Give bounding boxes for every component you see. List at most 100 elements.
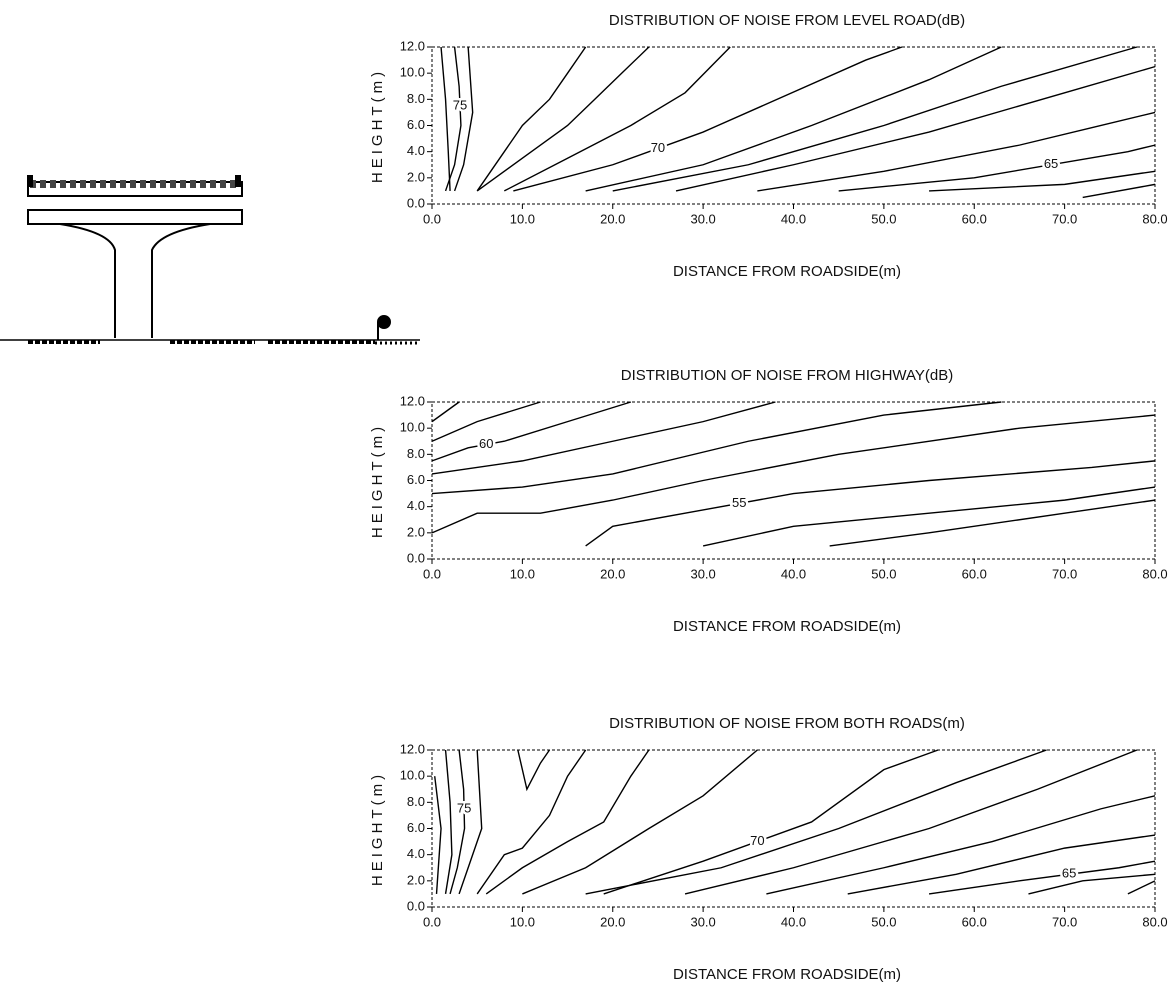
contour-line <box>766 795 1156 895</box>
contour-line <box>838 144 1156 192</box>
contour-line <box>612 46 1138 192</box>
contour-line <box>517 749 551 792</box>
contour-line <box>444 46 462 192</box>
contour-line <box>431 401 776 475</box>
y-tick-label: 10.0 <box>400 65 425 80</box>
x-tick-label: 40.0 <box>781 566 806 581</box>
contour-line <box>829 499 1156 547</box>
x-tick-label: 70.0 <box>1052 914 1077 929</box>
contour-line <box>603 749 939 895</box>
contour-line <box>585 46 1002 192</box>
y-tick-label: 8.0 <box>407 794 425 809</box>
contour-line <box>440 46 451 191</box>
y-tick-label: 12.0 <box>400 38 425 53</box>
x-tick-label: 60.0 <box>962 211 987 226</box>
y-tick-label: 2.0 <box>407 524 425 539</box>
y-tick-label: 6.0 <box>407 117 425 132</box>
x-tick-label: 60.0 <box>962 566 987 581</box>
y-tick-label: 10.0 <box>400 420 425 435</box>
contour-line <box>434 776 442 894</box>
contour-line <box>757 111 1156 192</box>
contour-line <box>1028 873 1156 895</box>
contour-line <box>928 860 1156 895</box>
contour-line <box>684 749 1138 895</box>
contour-line <box>1082 183 1156 199</box>
contour-line <box>431 401 632 462</box>
chart-title: DISTRIBUTION OF NOISE FROM HIGHWAY(dB) <box>621 367 954 384</box>
x-axis-label: DISTANCE FROM ROADSIDE(m) <box>673 263 901 280</box>
contour-line <box>476 46 650 192</box>
contour-line <box>675 65 1156 192</box>
y-tick-label: 10.0 <box>400 768 425 783</box>
contour-line <box>431 401 1002 495</box>
contour-line <box>929 170 1156 192</box>
contour-label: 75 <box>453 97 467 112</box>
x-tick-label: 10.0 <box>510 211 535 226</box>
x-tick-label: 50.0 <box>871 211 896 226</box>
contour-line <box>485 749 650 895</box>
contour-label: 60 <box>479 436 493 451</box>
x-tick-label: 30.0 <box>690 211 715 226</box>
x-tick-label: 70.0 <box>1052 211 1077 226</box>
contour-line <box>585 749 1047 895</box>
contour-line <box>444 749 453 895</box>
contour-label: 65 <box>1062 866 1076 881</box>
y-tick-label: 0.0 <box>407 898 425 913</box>
y-tick-label: 8.0 <box>407 446 425 461</box>
y-tick-label: 4.0 <box>407 143 425 158</box>
contour-line <box>702 486 1156 547</box>
contour-line <box>431 401 541 442</box>
x-tick-label: 10.0 <box>510 566 535 581</box>
contour-label: 55 <box>732 495 746 510</box>
x-tick-label: 40.0 <box>781 211 806 226</box>
bridge-diagram <box>0 175 420 345</box>
y-tick-label: 6.0 <box>407 472 425 487</box>
contour-label: 65 <box>1044 156 1058 171</box>
y-tick-label: 0.0 <box>407 195 425 210</box>
contour-line <box>453 46 474 192</box>
x-tick-label: 80.0 <box>1142 914 1167 929</box>
x-tick-label: 80.0 <box>1142 566 1167 581</box>
x-tick-label: 10.0 <box>510 914 535 929</box>
chart-title: DISTRIBUTION OF NOISE FROM LEVEL ROAD(dB… <box>609 12 965 29</box>
x-tick-label: 30.0 <box>690 914 715 929</box>
y-axis-label: HEIGHT(m) <box>369 771 386 886</box>
x-tick-label: 30.0 <box>690 566 715 581</box>
contour-line <box>449 749 466 895</box>
y-tick-label: 2.0 <box>407 169 425 184</box>
x-tick-label: 0.0 <box>423 914 441 929</box>
y-tick-label: 8.0 <box>407 91 425 106</box>
y-tick-label: 6.0 <box>407 820 425 835</box>
contour-line <box>1127 880 1156 895</box>
y-tick-label: 12.0 <box>400 393 425 408</box>
contour-line <box>431 401 460 423</box>
x-tick-label: 50.0 <box>871 566 896 581</box>
y-axis-label: HEIGHT(m) <box>369 423 386 538</box>
x-tick-label: 20.0 <box>600 566 625 581</box>
x-tick-label: 0.0 <box>423 566 441 581</box>
y-tick-label: 2.0 <box>407 872 425 887</box>
x-axis-label: DISTANCE FROM ROADSIDE(m) <box>673 966 901 983</box>
x-axis-label: DISTANCE FROM ROADSIDE(m) <box>673 618 901 635</box>
contour-line <box>431 414 1156 534</box>
contour-line <box>847 834 1156 895</box>
contour-label: 75 <box>457 800 471 815</box>
contour-line <box>585 460 1156 547</box>
x-tick-label: 50.0 <box>871 914 896 929</box>
contour-line <box>476 749 587 895</box>
x-tick-label: 20.0 <box>600 914 625 929</box>
contour-line <box>476 46 587 192</box>
x-tick-label: 70.0 <box>1052 566 1077 581</box>
x-tick-label: 60.0 <box>962 914 987 929</box>
plot-frame <box>431 46 1156 205</box>
y-tick-label: 4.0 <box>407 846 425 861</box>
contour-label: 70 <box>750 833 764 848</box>
y-tick-label: 4.0 <box>407 498 425 513</box>
contour-line <box>503 46 731 192</box>
contour-line <box>513 46 903 192</box>
x-tick-label: 0.0 <box>423 211 441 226</box>
y-tick-label: 12.0 <box>400 741 425 756</box>
x-tick-label: 20.0 <box>600 211 625 226</box>
x-tick-label: 80.0 <box>1142 211 1167 226</box>
